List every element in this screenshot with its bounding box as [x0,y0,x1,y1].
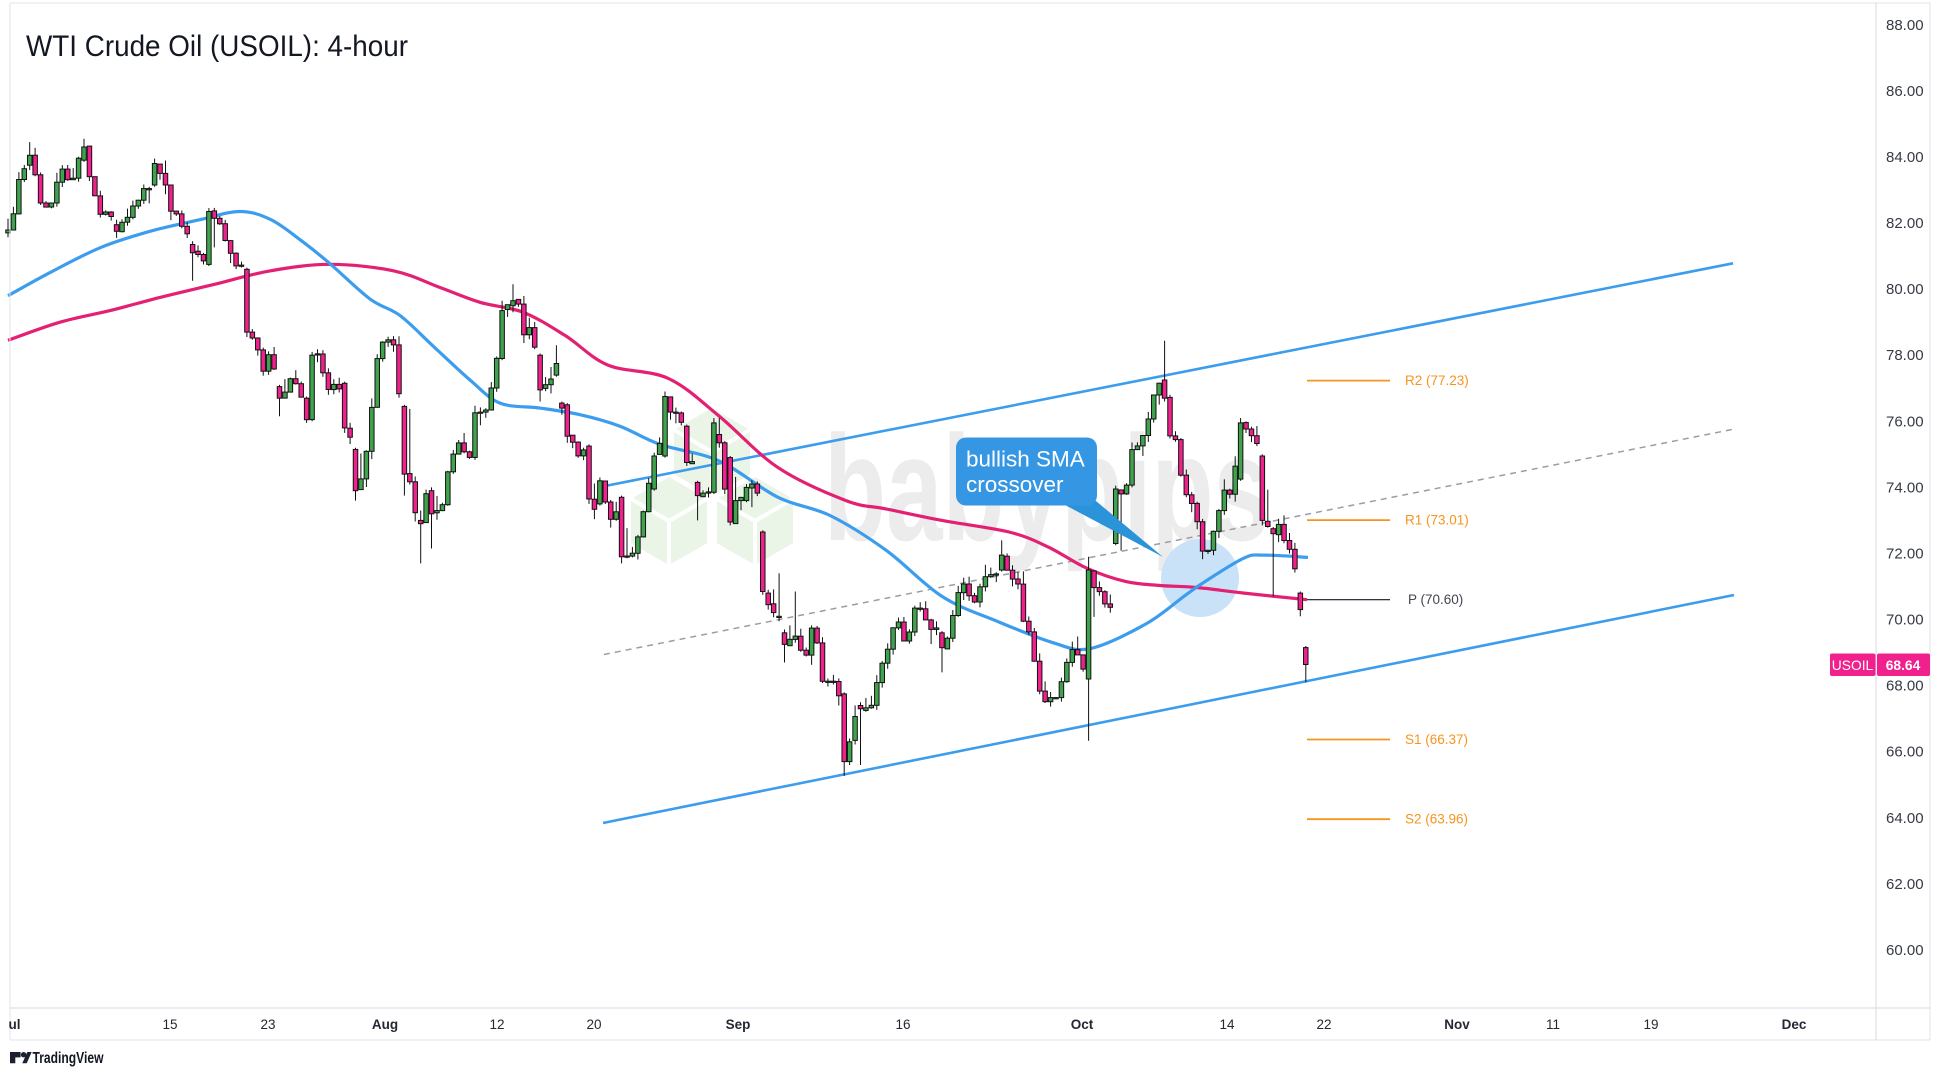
svg-text:Sep: Sep [726,1017,751,1032]
svg-text:80.00: 80.00 [1886,281,1924,298]
svg-text:74.00: 74.00 [1886,479,1924,496]
svg-text:66.00: 66.00 [1886,744,1924,761]
svg-text:R1 (73.01): R1 (73.01) [1405,513,1469,528]
svg-text:68.64: 68.64 [1886,658,1921,673]
svg-text:86.00: 86.00 [1886,83,1924,100]
svg-text:P (70.60): P (70.60) [1408,592,1463,607]
svg-text:78.00: 78.00 [1886,347,1924,364]
svg-text:R2 (77.23): R2 (77.23) [1405,373,1469,388]
svg-text:70.00: 70.00 [1886,612,1924,629]
svg-text:20: 20 [586,1017,601,1032]
svg-text:76.00: 76.00 [1886,413,1924,430]
svg-text:Nov: Nov [1444,1017,1470,1032]
svg-text:72.00: 72.00 [1886,546,1924,563]
svg-text:Aug: Aug [372,1017,398,1032]
svg-text:crossover: crossover [966,472,1064,497]
svg-text:84.00: 84.00 [1886,149,1924,166]
svg-text:19: 19 [1643,1017,1658,1032]
svg-text:WTI Crude Oil (USOIL): 4-hour: WTI Crude Oil (USOIL): 4-hour [26,30,408,63]
svg-text:12: 12 [489,1017,504,1032]
svg-text:22: 22 [1316,1017,1331,1032]
svg-text:82.00: 82.00 [1886,215,1924,232]
svg-text:USOIL: USOIL [1832,658,1874,673]
svg-text:64.00: 64.00 [1886,810,1924,827]
svg-text:14: 14 [1219,1017,1235,1032]
svg-text:bullish SMA: bullish SMA [966,447,1085,472]
svg-text:Oct: Oct [1071,1017,1094,1032]
svg-text:S2 (63.96): S2 (63.96) [1405,812,1468,827]
svg-text:ul: ul [9,1017,21,1032]
svg-text:68.00: 68.00 [1886,678,1924,695]
svg-text:60.00: 60.00 [1886,942,1924,959]
svg-text:TradingView: TradingView [33,1050,105,1067]
svg-text:16: 16 [895,1017,910,1032]
svg-text:15: 15 [162,1017,177,1032]
svg-text:Dec: Dec [1782,1017,1807,1032]
svg-text:S1 (66.37): S1 (66.37) [1405,732,1468,747]
svg-text:23: 23 [260,1017,275,1032]
svg-text:88.00: 88.00 [1886,17,1924,34]
svg-text:11: 11 [1546,1017,1560,1032]
svg-text:62.00: 62.00 [1886,876,1924,893]
